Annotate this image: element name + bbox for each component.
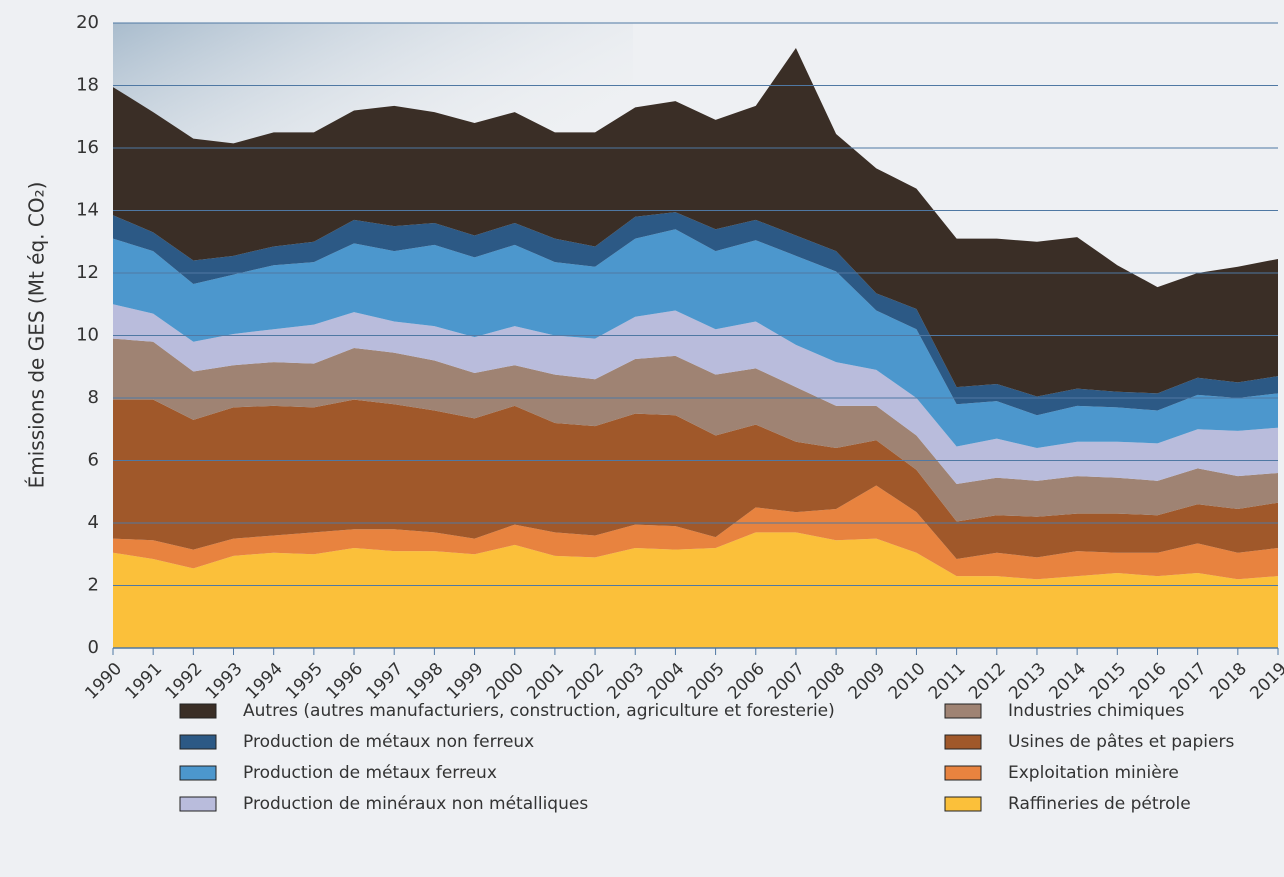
x-tick-label: 2011 xyxy=(925,659,970,704)
x-tick-label: 2010 xyxy=(885,659,930,704)
legend-label: Production de métaux ferreux xyxy=(243,763,497,783)
x-tick-label: 1993 xyxy=(202,659,247,704)
x-tick-label: 2013 xyxy=(1005,659,1050,704)
x-tick-label: 2002 xyxy=(563,659,608,704)
area xyxy=(113,229,1278,448)
y-tick-label: 0 xyxy=(88,637,99,658)
area xyxy=(113,338,1278,522)
x-tick-label: 2008 xyxy=(804,659,849,704)
x-tick-label: 2012 xyxy=(965,659,1010,704)
x-tick-label: 2001 xyxy=(523,659,568,704)
x-tick-label: 2007 xyxy=(764,659,809,704)
x-tick-label: 1996 xyxy=(322,659,367,704)
area xyxy=(113,399,1278,559)
x-tick-label: 2014 xyxy=(1045,659,1090,704)
x-tick-label: 1991 xyxy=(122,659,167,704)
y-tick-label: 8 xyxy=(88,387,99,408)
x-tick-label: 2005 xyxy=(684,659,729,704)
legend-swatch xyxy=(944,734,982,750)
y-tick-label: 14 xyxy=(76,200,99,221)
x-tick-label: 2019 xyxy=(1246,659,1284,704)
area xyxy=(113,212,1278,416)
y-tick-label: 10 xyxy=(76,325,99,346)
legend-swatch xyxy=(179,703,217,719)
x-tick-label: 1998 xyxy=(403,659,448,704)
y-tick-label: 16 xyxy=(76,137,99,158)
x-tick-label: 2017 xyxy=(1166,659,1211,704)
legend-label: Production de métaux non ferreux xyxy=(243,732,534,752)
legend-label: Industries chimiques xyxy=(1008,701,1184,721)
y-tick-label: 6 xyxy=(88,450,99,471)
legend-swatch xyxy=(944,796,982,812)
y-tick-label: 2 xyxy=(88,575,99,596)
x-tick-label: 1992 xyxy=(162,659,207,704)
x-tick-label: 2004 xyxy=(644,659,689,704)
y-tick-label: 18 xyxy=(76,75,99,96)
legend-swatch xyxy=(179,734,217,750)
x-tick-label: 2006 xyxy=(724,659,769,704)
x-tick-label: 2015 xyxy=(1086,659,1131,704)
x-tick-label: 1997 xyxy=(363,659,408,704)
x-tick-label: 1990 xyxy=(81,659,126,704)
legend-swatch xyxy=(179,796,217,812)
x-tick-label: 1994 xyxy=(242,659,287,704)
legend-label: Usines de pâtes et papiers xyxy=(1008,732,1234,752)
area xyxy=(113,532,1278,648)
area xyxy=(113,485,1278,580)
x-tick-label: 2000 xyxy=(483,659,528,704)
y-axis-label: Émissions de GES (Mt éq. CO₂) xyxy=(25,182,49,489)
x-tick-label: 1999 xyxy=(443,659,488,704)
x-tick-label: 2018 xyxy=(1206,659,1251,704)
y-tick-label: 20 xyxy=(76,12,99,33)
legend-swatch xyxy=(944,765,982,781)
legend-label: Production de minéraux non métalliques xyxy=(243,794,588,814)
legend-label: Raffineries de pétrole xyxy=(1008,794,1191,814)
legend-label: Autres (autres manufacturiers, construct… xyxy=(243,701,835,721)
y-tick-label: 4 xyxy=(88,512,99,533)
area xyxy=(113,48,1278,397)
legend-label: Exploitation minière xyxy=(1008,763,1179,783)
x-tick-label: 1995 xyxy=(282,659,327,704)
legend-swatch xyxy=(179,765,217,781)
y-tick-label: 12 xyxy=(76,262,99,283)
x-tick-label: 2016 xyxy=(1126,659,1171,704)
x-tick-label: 2003 xyxy=(604,659,649,704)
area xyxy=(113,304,1278,484)
x-tick-label: 2009 xyxy=(845,659,890,704)
legend-swatch xyxy=(944,703,982,719)
